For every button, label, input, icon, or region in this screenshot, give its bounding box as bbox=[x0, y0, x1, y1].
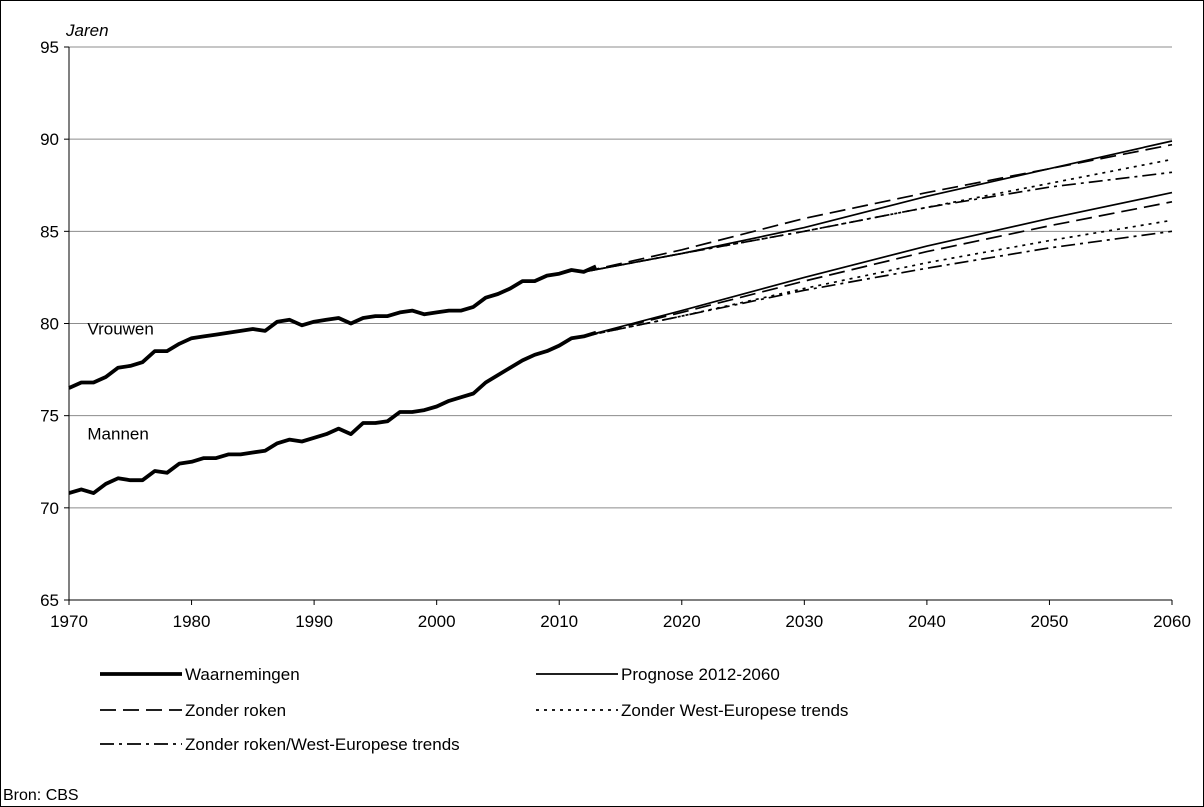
x-tick-label: 2020 bbox=[663, 612, 701, 631]
legend-label-observed: Waarnemingen bbox=[185, 665, 300, 684]
x-tick-label: 2010 bbox=[540, 612, 578, 631]
legend-label-forecast: Prognose 2012-2060 bbox=[621, 665, 780, 684]
group-label-vrouwen: Vrouwen bbox=[87, 320, 153, 339]
series-line-dotted-mannen bbox=[583, 219, 1173, 338]
y-axis-unit-label: Jaren bbox=[65, 21, 109, 40]
legend-label-dashdot: Zonder roken/West-Europese trends bbox=[185, 735, 460, 754]
y-tick-labels: 65 70 75 80 85 90 95 bbox=[40, 38, 59, 610]
axes bbox=[68, 47, 1172, 601]
group-labels: Vrouwen Mannen bbox=[87, 320, 153, 444]
series-line-dashdot-mannen bbox=[583, 230, 1173, 338]
y-tick-label: 65 bbox=[40, 591, 59, 610]
series-line-observed-mannen bbox=[68, 330, 597, 496]
y-tick-label: 90 bbox=[40, 130, 59, 149]
legend-label-dashed: Zonder roken bbox=[185, 701, 286, 720]
x-tick-label: 1990 bbox=[295, 612, 333, 631]
x-tick-label: 1980 bbox=[173, 612, 211, 631]
series-line-dashed-vrouwen bbox=[583, 143, 1173, 273]
group-label-mannen: Mannen bbox=[87, 425, 148, 444]
gridlines bbox=[64, 46, 1173, 605]
y-tick-label: 85 bbox=[40, 222, 59, 241]
series-line-forecast-mannen bbox=[583, 191, 1173, 338]
x-tick-label: 2040 bbox=[908, 612, 946, 631]
source-note: Bron: CBS bbox=[3, 787, 79, 804]
legend-label-dotted: Zonder West-Europese trends bbox=[621, 701, 848, 720]
y-tick-label: 80 bbox=[40, 315, 59, 334]
y-tick-label: 75 bbox=[40, 407, 59, 426]
series-line-forecast-vrouwen bbox=[583, 140, 1173, 273]
series-line-dashed-mannen bbox=[583, 200, 1173, 338]
series-line-dashdot-vrouwen bbox=[583, 171, 1173, 273]
x-tick-label: 2000 bbox=[418, 612, 456, 631]
x-tick-label: 2030 bbox=[785, 612, 823, 631]
legend: Waarnemingen Prognose 2012-2060 Zonder rok… bbox=[100, 665, 848, 754]
y-tick-label: 95 bbox=[40, 38, 59, 57]
x-tick-label: 2060 bbox=[1153, 612, 1191, 631]
x-tick-label: 1970 bbox=[50, 612, 88, 631]
x-tick-labels: 1970 1980 1990 2000 2010 2020 2030 2040 2050 2060 bbox=[50, 612, 1191, 631]
series-line-observed-vrouwen bbox=[68, 264, 597, 390]
series-lines bbox=[68, 140, 1173, 496]
y-tick-label: 70 bbox=[40, 499, 59, 518]
x-tick-label: 2050 bbox=[1031, 612, 1069, 631]
